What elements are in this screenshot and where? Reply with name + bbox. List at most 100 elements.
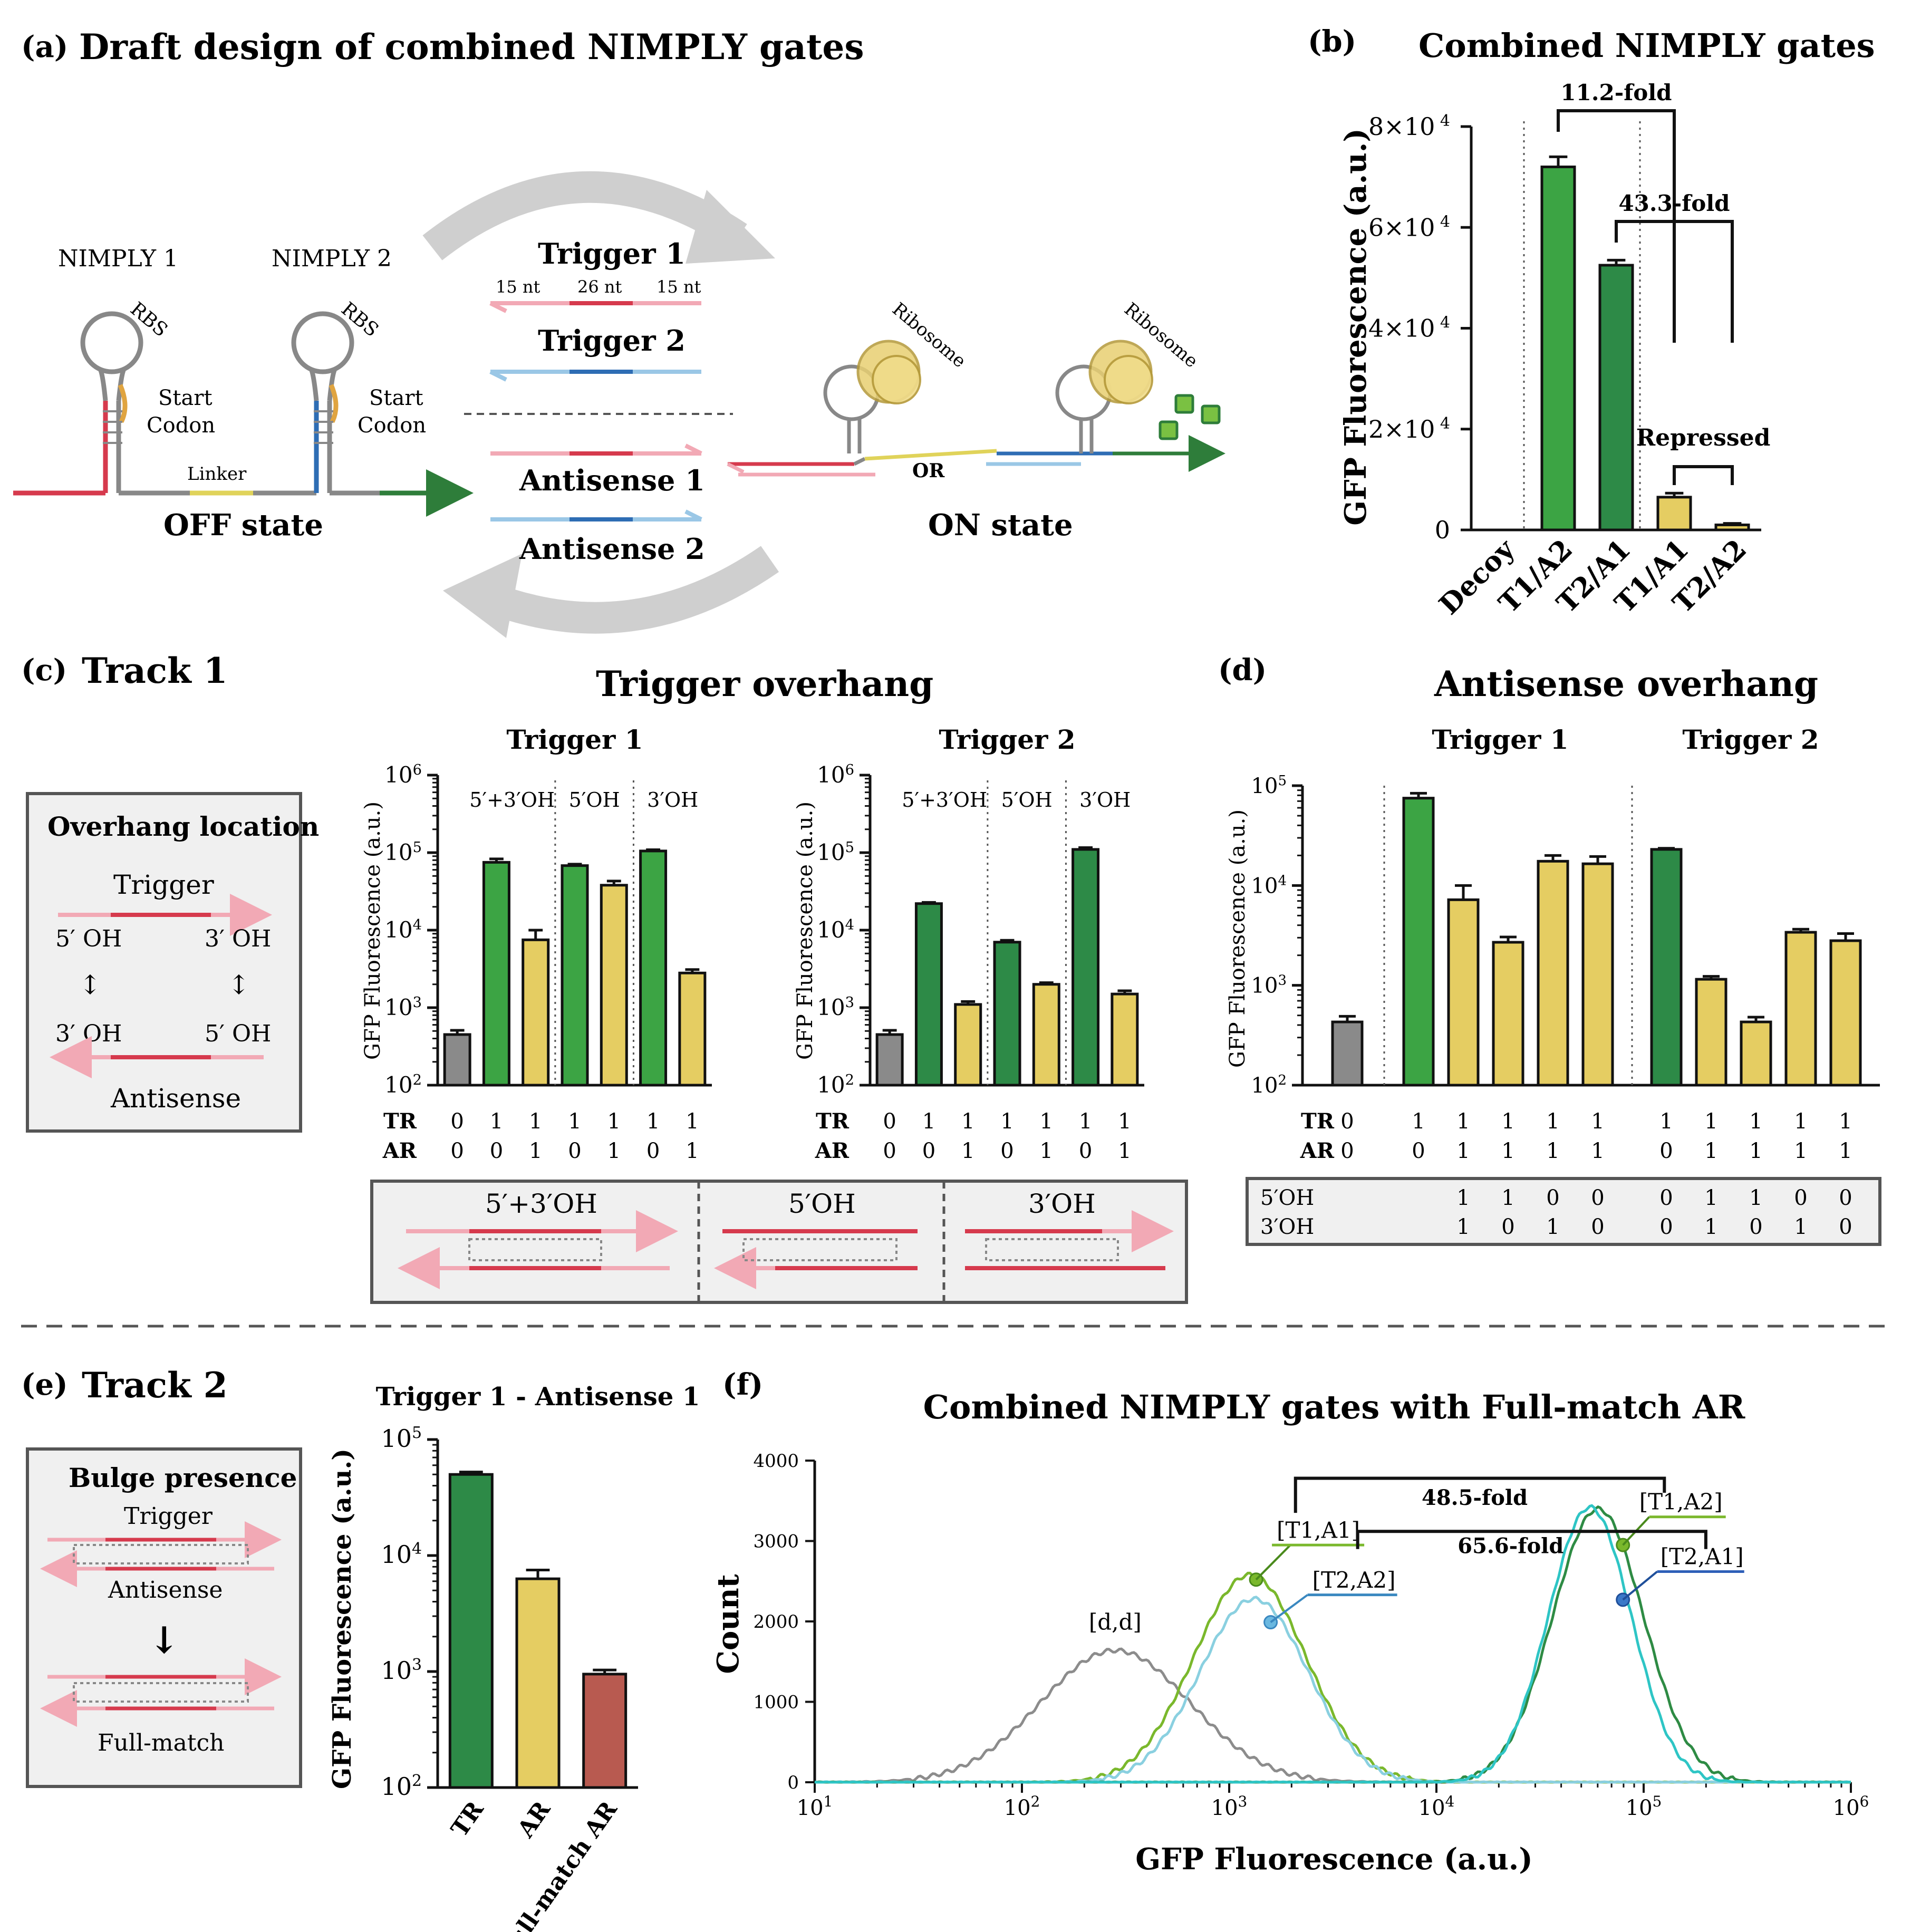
chart-c1: Trigger 1 102 103 104 105 106 GFP Fluorescence…: [361, 724, 712, 1163]
y-tick-label: 104: [381, 1540, 422, 1569]
ar-row-label: AR: [382, 1138, 417, 1163]
tr-value: 1: [1501, 1109, 1514, 1134]
strip-label-b: 5′OH: [788, 1189, 856, 1219]
panel-b-title: Combined NIMPLY gates: [1418, 26, 1875, 65]
bar: [914, 902, 943, 1087]
section-label: 5′OH: [1001, 788, 1053, 812]
tr-value: 1: [646, 1109, 660, 1134]
ar-value: 0: [1000, 1139, 1014, 1163]
bar: [1714, 523, 1750, 532]
fold-bracket-1: [1557, 109, 1676, 343]
y-tick-label: 106: [384, 762, 422, 788]
on-state-label: ON state: [928, 508, 1073, 543]
series-leader: [1622, 1570, 1658, 1601]
panel-b-label: (b): [1308, 24, 1356, 59]
y-tick-label: 2000: [753, 1611, 799, 1632]
overhang-box-trigger: Trigger: [113, 870, 214, 900]
bar: [448, 1473, 494, 1789]
tr-row-label: TR: [383, 1109, 417, 1134]
ar-value: 0: [1659, 1139, 1673, 1163]
ar-value: 1: [686, 1139, 699, 1163]
oh3-value: 0: [1749, 1215, 1762, 1239]
bar: [1695, 978, 1727, 1087]
y-tick-label: 103: [381, 1656, 422, 1685]
bar: [1072, 848, 1100, 1087]
start-label-1: Start: [158, 386, 213, 410]
tr-value: 1: [922, 1109, 935, 1134]
bulge-box-arrow: ↓: [149, 1618, 180, 1662]
x-axis-label: GFP Fluorescence (a.u.): [1135, 1842, 1533, 1877]
chart-title: Combined NIMPLY gates with Full-match AR: [923, 1388, 1745, 1426]
oh3-value: 0: [1839, 1215, 1852, 1239]
x-tick-label: 103: [1211, 1793, 1248, 1821]
rbs-label-2: RBS: [337, 298, 382, 341]
x-tick-label: 106: [1833, 1793, 1869, 1821]
gfp-icon: [1159, 394, 1221, 440]
nimply2-label: NIMPLY 2: [272, 245, 392, 272]
fold-bracket-1: [1294, 1476, 1666, 1513]
oh5-value: 0: [1591, 1186, 1604, 1210]
oh5-value: 1: [1704, 1186, 1717, 1210]
ar-value: 1: [1839, 1139, 1852, 1163]
tr-value: 1: [490, 1109, 503, 1134]
tr-value: 1: [1546, 1109, 1559, 1134]
ar-row-label: AR: [1300, 1138, 1335, 1163]
rbs-label-1: RBS: [126, 298, 171, 341]
series-leader: [1270, 1594, 1308, 1624]
bar: [1598, 264, 1634, 532]
y-tick-label: 102: [1251, 1073, 1287, 1098]
chart-title: Trigger 1 - Antisense 1: [376, 1382, 700, 1412]
cycle-arrow-bottom-head: [443, 554, 522, 638]
antisense2-strand: [490, 509, 702, 521]
antisense1-strand: [490, 443, 702, 456]
overhang-strip: 5′+3′OH 5′OH 3′OH: [370, 1180, 1188, 1304]
y-axis-label: GFP Fluorescence (a.u.): [1338, 128, 1373, 526]
tr-value: 1: [529, 1109, 542, 1134]
strip-label-a: 5′+3′OH: [485, 1189, 597, 1219]
y-tick-label: 106: [817, 762, 854, 788]
group-label: Trigger 2: [1682, 724, 1819, 755]
panel-c-label: (c): [21, 653, 67, 688]
oh5-value: 1: [1501, 1186, 1514, 1210]
tr-value: 0: [1340, 1109, 1354, 1134]
ar-value: 0: [922, 1139, 935, 1163]
tr-row-label: TR: [816, 1109, 850, 1134]
codon-label-2: Codon: [358, 413, 426, 438]
y-tick-label: 104: [817, 917, 854, 943]
off-state-label: OFF state: [163, 508, 323, 543]
box-5oh-bottom: 5′ OH: [205, 1020, 271, 1047]
nt-26-label: 26 nt: [577, 277, 622, 297]
y-tick-label: 0: [1435, 516, 1450, 544]
y-tick-label: 4×10 4: [1368, 313, 1450, 343]
oh5-value: 0: [1659, 1186, 1673, 1210]
oh-table-box: [1246, 1177, 1881, 1246]
ar-value: 0: [490, 1139, 503, 1163]
tr-value: 1: [1118, 1109, 1131, 1134]
panel-f: (f) Combined NIMPLY gates with Full-matc…: [711, 1367, 1869, 1877]
box-updown-1: ↕: [79, 970, 101, 1000]
bar: [875, 1033, 904, 1087]
section-label: 5′OH: [569, 788, 620, 812]
tr-value: 1: [961, 1109, 974, 1134]
y-tick-label: 103: [817, 994, 854, 1021]
panel-e-label: (e): [21, 1367, 68, 1402]
ar-value: 1: [529, 1139, 542, 1163]
x-tick-label: AR: [512, 1796, 556, 1843]
x-tick-label: 105: [1626, 1793, 1662, 1821]
bar: [515, 1577, 561, 1789]
fold-label-1: 11.2-fold: [1560, 80, 1672, 105]
y-tick-label: 0: [787, 1772, 799, 1793]
y-tick-label: 103: [1251, 973, 1287, 998]
bar: [1111, 992, 1139, 1087]
y-axis-label: Count: [711, 1574, 746, 1674]
bulge-box-trigger: Trigger: [124, 1503, 213, 1530]
cycle-arrow-top-head: [686, 190, 775, 264]
x-tick-label: Full-match AR: [494, 1796, 623, 1932]
oh3-value: 0: [1591, 1215, 1604, 1239]
ar-value: 1: [1704, 1139, 1717, 1163]
off-state-construct: [13, 311, 474, 517]
bar: [639, 849, 668, 1087]
linker-label: Linker: [187, 463, 247, 485]
repressed-bracket: [1673, 465, 1734, 485]
